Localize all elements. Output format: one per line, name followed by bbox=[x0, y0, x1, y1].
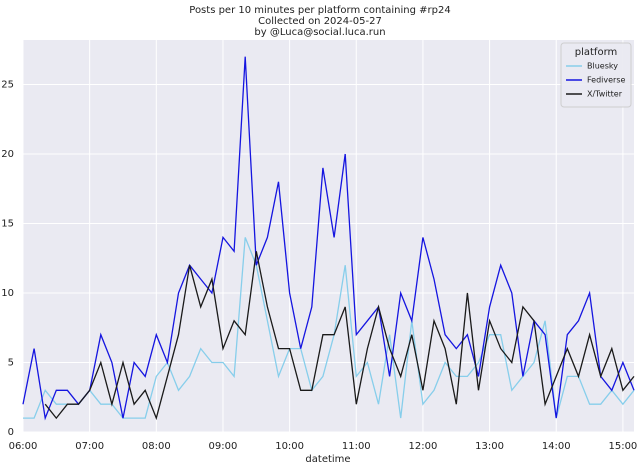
legend-label: Fediverse bbox=[587, 76, 626, 85]
y-tick-label: 10 bbox=[1, 288, 14, 299]
x-tick-label: 08:00 bbox=[142, 441, 171, 452]
x-tick-label: 13:00 bbox=[475, 441, 504, 452]
series-line bbox=[44, 251, 635, 421]
x-tick-label: 14:00 bbox=[542, 441, 571, 452]
x-tick-label: 15:00 bbox=[608, 441, 637, 452]
x-axis-label: datetime bbox=[305, 454, 350, 465]
y-tick-label: 0 bbox=[8, 427, 14, 438]
x-tick-label: 07:00 bbox=[75, 441, 104, 452]
y-tick-label: 15 bbox=[1, 218, 14, 229]
chart-title: Posts per 10 minutes per platform contai… bbox=[189, 5, 450, 16]
plot-area bbox=[23, 40, 634, 432]
y-tick-label: 25 bbox=[1, 79, 14, 90]
series-line bbox=[22, 56, 635, 421]
legend-label: X/Twitter bbox=[587, 90, 623, 99]
legend-title: platform bbox=[575, 47, 618, 58]
x-tick-label: 10:00 bbox=[275, 441, 304, 452]
chart-subtitle: by @Luca@social.luca.run bbox=[254, 27, 385, 38]
x-tick-label: 06:00 bbox=[9, 441, 38, 452]
x-tick-label: 12:00 bbox=[409, 441, 438, 452]
x-tick-label: 09:00 bbox=[209, 441, 238, 452]
chart-subtitle: Collected on 2024-05-27 bbox=[258, 16, 382, 27]
legend-box bbox=[560, 42, 632, 108]
y-tick-label: 5 bbox=[8, 357, 14, 368]
legend-label: Bluesky bbox=[587, 62, 618, 71]
x-tick-label: 11:00 bbox=[342, 441, 371, 452]
series-line bbox=[23, 237, 635, 419]
y-tick-label: 20 bbox=[1, 149, 14, 160]
